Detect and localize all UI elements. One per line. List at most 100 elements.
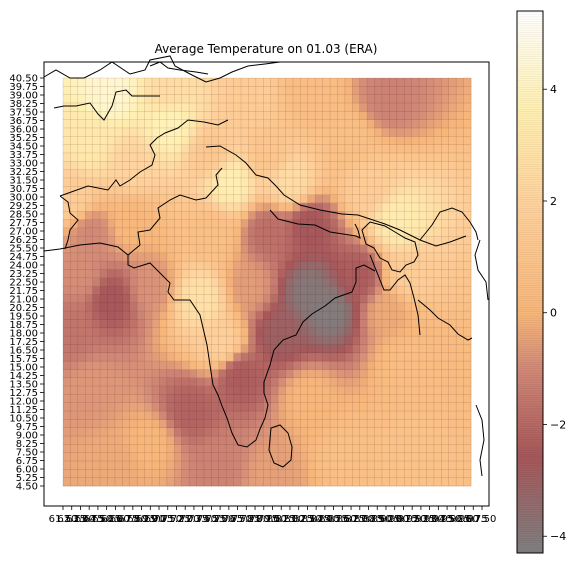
heatmap-cell (330, 277, 338, 287)
heatmap-cell (441, 152, 450, 162)
heatmap-cell (381, 294, 390, 304)
heatmap-cell (300, 161, 309, 170)
heatmap-cell (92, 119, 101, 129)
heatmap-cell (166, 152, 175, 162)
heatmap-cell (367, 369, 375, 379)
heatmap-cell (419, 78, 427, 87)
heatmap-cell (344, 461, 353, 470)
heatmap-cell (330, 319, 338, 329)
heatmap-cell (85, 169, 93, 179)
heatmap-cell (144, 327, 153, 337)
heatmap-cell (322, 311, 331, 320)
heatmap-cell (85, 119, 93, 129)
heatmap-cell (352, 444, 361, 453)
heatmap-cell (226, 227, 234, 237)
heatmap-cell (307, 102, 316, 112)
heatmap-cell (374, 277, 383, 287)
heatmap-cell (181, 261, 190, 270)
heatmap-cell (381, 194, 390, 204)
heatmap-cell (315, 411, 323, 420)
heatmap-cell (137, 319, 145, 329)
heatmap-cell (159, 419, 168, 429)
heatmap-cell (63, 444, 71, 453)
heatmap-cell (181, 111, 190, 120)
heatmap-cell (77, 194, 86, 204)
heatmap-cell (144, 252, 153, 262)
heatmap-cell (292, 211, 301, 220)
heatmap-cell (337, 377, 346, 387)
heatmap-cell (181, 169, 190, 179)
heatmap-cell (433, 352, 442, 362)
heatmap-cell (241, 119, 249, 129)
heatmap-cell (218, 86, 227, 95)
heatmap-cell (344, 394, 353, 404)
heatmap-cell (381, 386, 390, 395)
heatmap-cell (233, 336, 242, 345)
heatmap-cell (426, 477, 435, 487)
heatmap-cell (300, 461, 309, 470)
heatmap-cell (63, 261, 71, 270)
heatmap-cell (270, 294, 279, 304)
heatmap-cell (85, 211, 93, 220)
heatmap-cell (211, 161, 220, 170)
heatmap-cell (278, 202, 286, 212)
heatmap-cell (381, 144, 390, 154)
coastline-west-india (43, 242, 376, 448)
heatmap-cell (352, 202, 361, 212)
heatmap-cell (270, 227, 279, 237)
heatmap-cell (315, 219, 323, 229)
heatmap-cell (166, 111, 175, 120)
heatmap-cell (278, 369, 286, 379)
heatmap-cell (196, 136, 205, 145)
heatmap-cell (196, 461, 205, 470)
heatmap-cell (441, 319, 450, 329)
heatmap-cell (70, 386, 79, 395)
heatmap-cell (248, 377, 257, 387)
x-tick-label: 83.25 (302, 514, 331, 525)
y-tick-label: 18.00 (9, 329, 38, 340)
heatmap-cell (263, 94, 272, 104)
heatmap-cell (278, 236, 286, 245)
heatmap-cell (152, 269, 160, 279)
heatmap-cell (374, 402, 383, 412)
heatmap-cell (411, 469, 420, 478)
heatmap-cell (181, 352, 190, 362)
heatmap-cell (285, 427, 294, 437)
heatmap-cell (233, 119, 242, 129)
heatmap-cell (181, 211, 190, 220)
heatmap-cell (352, 311, 361, 320)
heatmap-cell (404, 119, 412, 129)
heatmap-cell (233, 319, 242, 329)
heatmap-cell (144, 361, 153, 370)
heatmap-cell (226, 444, 234, 453)
heatmap-cell (174, 219, 182, 229)
heatmap-cell (189, 236, 197, 245)
heatmap-cell (181, 427, 190, 437)
heatmap-cell (85, 102, 93, 112)
heatmap-cell (337, 402, 346, 412)
heatmap-cell (367, 269, 375, 279)
heatmap-cell (411, 319, 420, 329)
heatmap-cell (359, 127, 368, 137)
heatmap-cell (322, 436, 331, 445)
heatmap-cell (456, 94, 464, 104)
heatmap-cell (218, 311, 227, 320)
heatmap-cell (203, 361, 212, 370)
heatmap-cell (241, 86, 249, 95)
heatmap-cell (426, 427, 435, 437)
heatmap-cell (292, 311, 301, 320)
heatmap-cell (92, 236, 101, 245)
heatmap-cell (248, 136, 257, 145)
plot-frame (43, 61, 490, 507)
heatmap-cell (322, 411, 331, 420)
heatmap-cell (241, 102, 249, 112)
heatmap-cell (344, 136, 353, 145)
heatmap-cell (456, 327, 464, 337)
heatmap-cell (226, 394, 234, 404)
heatmap-cell (226, 244, 234, 254)
heatmap-cell (419, 352, 427, 362)
heatmap-cell (107, 227, 116, 237)
heatmap-cell (463, 277, 472, 287)
heatmap-cell (426, 127, 435, 137)
heatmap-cell (255, 311, 264, 320)
